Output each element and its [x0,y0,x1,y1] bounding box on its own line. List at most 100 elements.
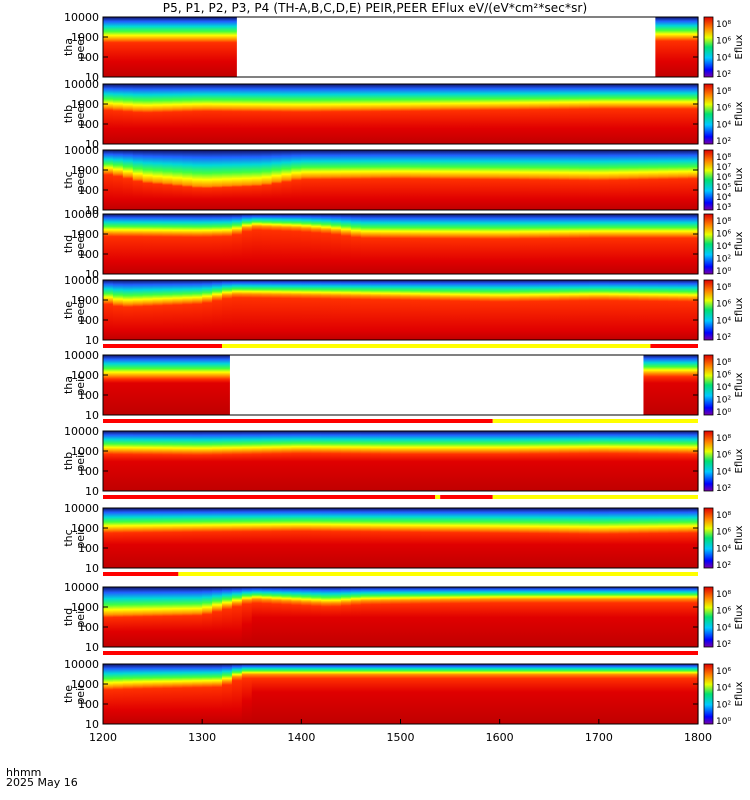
panel-tha-peir-strip [648,355,659,415]
panel-thc-peir-strip [202,508,213,568]
mode-bar-segment [440,495,493,499]
panel-thc-peir-ytick-label: 1000 [71,522,99,535]
panel-thb-peir-strip [440,431,451,491]
panel-thd-peir-strip [450,587,461,647]
panel-tha-peer-ytick-label: 100 [78,51,99,64]
panel-thc-peer-strip [569,150,580,210]
panel-the-peer-strip [420,280,431,340]
panel-thc-peir-ytick-label: 10 [85,562,99,575]
panel-thc-peir-strip [668,508,679,568]
panel-thb-peir-strip [460,431,471,491]
panel-thc-peir-strip [519,508,531,568]
panel-thc-peir-strip [688,508,699,568]
panel-thb-peer-strip [539,84,550,144]
panel-thb-peir-ylabel-species: peir [74,450,87,472]
panel-thb-peir-strip [301,431,312,491]
panel-the-peir-ytick-label: 10000 [64,658,99,671]
panel-the-peir-strip [202,664,213,724]
panel-thb-peer-strip [182,84,193,144]
panel-thc-peer-strip [549,150,560,210]
panel-thb-peir-strip [331,431,342,491]
panel-thd-peer-strip [192,214,203,274]
panel-the-peir-strip [172,664,183,724]
panel-thd-peer-strip [162,214,174,274]
panel-thd-peir-strip [608,587,620,647]
panel-thc-peer-strip [311,150,322,210]
panel-the-peer-strip [370,280,382,340]
panel-the-peer-strip [519,280,531,340]
panel-the-peir-strip [608,664,620,724]
panel-thb-peir-strip [132,431,144,491]
panel-thd-peer-ylabel-probe: thd [62,235,75,253]
panel-thb-peer-ylabel-probe: thb [62,105,75,123]
panel-thb-peer-strip [261,84,273,144]
panel-tha-peir-colorbar-tick: 10⁴ [716,383,731,393]
panel-thb-peir-strip [509,431,521,491]
panel-thd-peer-colorbar-tick: 10⁸ [716,217,731,227]
panel-thb-peir-strip [291,431,302,491]
panel-thd-peir-strip [390,587,402,647]
panel-thd-peer-strip [122,214,134,274]
panel-tha-peer-ytick-label: 1000 [71,31,99,44]
panel-thd-peir-strip [400,587,412,647]
panel-thd-peer-colorbar-tick: 10² [716,255,731,265]
panel-the-peir-strip [430,664,441,724]
panel-thd-peer-strip [489,214,501,274]
mode-bar-segment [103,651,698,655]
panel-thc-peer-frame [102,149,699,211]
panel-thc-peer-strip [182,150,193,210]
panel-the-peer-colorbar-tick: 10⁸ [716,283,731,293]
panel-thd-peir-ytick-label: 10000 [64,581,99,594]
panel-the-peir-ylabel-species: peir [74,683,87,705]
panel-tha-peir-ylabel-probe: tha [62,376,75,394]
panel-thb-peer-strip [658,84,669,144]
panel-tha-peir-strip [182,355,193,415]
x-tick-label: 1300 [188,731,216,744]
panel-thd-peir-strip [112,587,124,647]
panel-thb-peir-strip [400,431,412,491]
panel-thc-peir-strip [142,508,154,568]
panel-thd-peer-colorbar-tick: 10⁰ [716,267,731,277]
panel-thd-peer-strip [271,214,283,274]
panel-the-peer-strip [529,280,540,340]
panel-thc-peer-colorbar-tick: 10³ [716,203,731,213]
panel-thc-peer-colorbar-tick: 10⁷ [716,163,731,173]
panel-thd-peir-strip [152,587,164,647]
panel-thd-peer-strip [291,214,302,274]
panel-thd-peer-strip [549,214,560,274]
panel-thd-peer-strip [172,214,183,274]
panel-the-peer-ytick-label: 1000 [71,294,99,307]
panel-thc-peir-strip [172,508,183,568]
panel-thc-peir-colorbar-tick: 10⁸ [716,511,731,521]
x-tick-label: 1700 [585,731,613,744]
panel-the-peir-strip [489,664,501,724]
panel-the-peir-strip [162,664,174,724]
panel-thd-peer-strip [331,214,342,274]
panel-thc-peir-strip [648,508,659,568]
panel-thc-peer-strip [132,150,144,210]
panel-thb-peer-strip [350,84,362,144]
panel-thd-peir-strip [241,587,253,647]
panel-thb-peir-strip [688,431,699,491]
panel-the-peer-strip [440,280,451,340]
panel-the-peir-strip [380,664,392,724]
panel-thd-peir-strip [678,587,689,647]
panel-thb-peir-strip [350,431,362,491]
panel-thb-peir-strip [152,431,164,491]
panel-the-peer-strip [638,280,650,340]
panel-tha-peir-colorbar-label: Eflux [734,372,745,397]
panel-thb-peir-strip [450,431,461,491]
panel-thb-peir-strip [222,431,233,491]
panel-thd-peir-colorbar-tick: 10⁸ [716,590,731,600]
panel-the-peer-strip [539,280,550,340]
panel-the-peir-strip [688,664,699,724]
panel-thb-peir-strip [281,431,293,491]
panel-thd-peir-colorbar-tick: 10⁴ [716,623,731,633]
panel-thd-peer-strip [261,214,273,274]
mode-bar-segment [492,419,698,423]
panel-thc-peer-strip [598,150,610,210]
panel-thb-peer-strip [301,84,312,144]
panel-the-peer-strip [172,280,183,340]
panel-thb-peir-strip [598,431,610,491]
